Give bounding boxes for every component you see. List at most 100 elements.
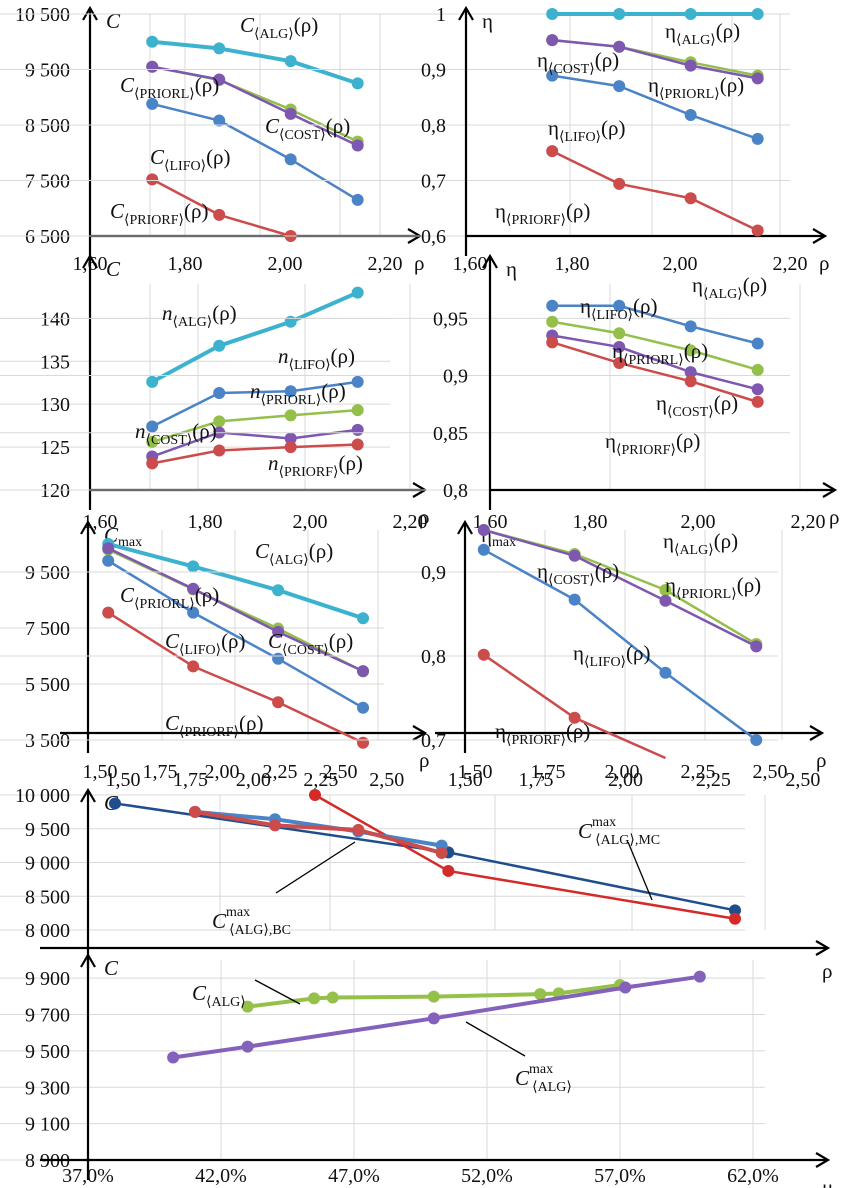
- y-tick-label: 130: [40, 394, 70, 416]
- series-line-priorl: [483, 528, 757, 648]
- data-point-priorf: [284, 441, 297, 454]
- x-axis-title: ρ: [816, 748, 826, 772]
- x-tick-label: 52,0%: [461, 1165, 513, 1187]
- data-point-priorf: [613, 177, 626, 190]
- data-point-c_alg: [427, 990, 440, 1003]
- data-point-cost: [751, 363, 764, 376]
- data-point-cost: [613, 327, 626, 340]
- data-point-priorl: [213, 73, 226, 86]
- data-point-lifo: [659, 666, 672, 679]
- data-point-lifo: [568, 593, 581, 606]
- series-label: η⟨COST⟩(ρ): [537, 559, 619, 588]
- data-point-priorf: [213, 444, 226, 457]
- series-label: η⟨COST⟩(ρ): [656, 391, 738, 420]
- data-point-priorf: [751, 224, 764, 237]
- data-point-alg_red: [435, 846, 448, 859]
- x-tick-label: 2,25: [263, 761, 298, 783]
- y-tick-label: 125: [40, 437, 70, 459]
- y-tick-label: 0,8: [421, 646, 446, 668]
- data-point-cost: [351, 404, 364, 417]
- x-axis-arrow-icon: [815, 940, 831, 956]
- x-tick-label: 2,00: [293, 511, 328, 533]
- data-point-alg: [351, 286, 364, 299]
- data-point-lifo: [750, 734, 763, 746]
- data-point-c_alg: [241, 1000, 254, 1013]
- chart-c4: 0,8 0,85 0,9 0,95 1,60 1,80 2,00 2,20 η ρ: [0, 253, 839, 533]
- y-tick-label: 9 300: [25, 1077, 70, 1099]
- x-axis-title: ρ: [829, 505, 839, 529]
- series-label: η⟨ALG⟩(ρ): [692, 273, 767, 302]
- series-label: η⟨ALG⟩(ρ): [663, 529, 738, 558]
- data-point-cmax_alg: [241, 1040, 254, 1053]
- annotation-cmax-mc: Cmax ⟨ALG⟩,MC: [578, 815, 660, 848]
- data-point-lifo: [684, 109, 697, 122]
- x-axis-title: ρ: [419, 748, 429, 772]
- data-point-priorl: [613, 340, 626, 353]
- data-point-cost: [546, 315, 559, 328]
- data-point-priorf: [684, 192, 697, 205]
- x-tick-label: 2,20: [368, 253, 403, 275]
- series-line-alg: [107, 542, 364, 621]
- data-point-lifo: [357, 701, 370, 714]
- x-tick-label: 2,20: [773, 253, 808, 275]
- y-axis-title: η: [506, 257, 517, 281]
- x-tick-label: 1,60: [453, 253, 488, 275]
- series-line-alg: [152, 39, 359, 86]
- y-tick-label: 0,9: [421, 562, 446, 584]
- data-point-priorf: [357, 736, 370, 749]
- y-tick-label: 0,85: [433, 423, 468, 445]
- x-tick-label: 2,50: [753, 761, 788, 783]
- series-label: η⟨ALG⟩(ρ): [665, 19, 740, 48]
- data-point-alg: [272, 584, 285, 597]
- annotation-c-alg: C⟨ALG⟩: [192, 981, 246, 1010]
- data-point-priorl: [357, 665, 370, 678]
- series-label: η⟨PRIORF⟩(ρ): [495, 719, 590, 748]
- series-label: n⟨PRIORF⟩(ρ): [268, 451, 363, 480]
- series-label: n⟨ALG⟩(ρ): [162, 301, 237, 330]
- y-tick-label: 10 500: [15, 4, 70, 26]
- x-tick-label: 1,50: [83, 761, 118, 783]
- series-line-bc: [314, 793, 736, 920]
- x-tick-label: 2,25: [696, 769, 731, 791]
- data-point-alg_red: [269, 819, 281, 832]
- data-point-lifo: [146, 97, 159, 110]
- x-tick-label: 1,50: [458, 761, 493, 783]
- annotation-arrow-bc: [275, 841, 356, 894]
- data-point-alg: [613, 8, 626, 20]
- data-point-priorf: [187, 660, 200, 673]
- data-point-priorl: [351, 423, 364, 436]
- data-point-priorf: [751, 395, 764, 408]
- y-tick-label: 9 700: [25, 1005, 70, 1027]
- series-line-lifo: [552, 74, 759, 141]
- data-point-alg_red: [189, 805, 201, 818]
- data-point-lifo: [546, 69, 559, 82]
- series-label: C⟨PRIORL⟩(ρ): [120, 73, 219, 102]
- y-tick-label: 0,95: [433, 308, 468, 330]
- data-point-cmax_alg: [167, 1051, 180, 1064]
- data-point-priorf: [213, 208, 226, 221]
- data-point-lifo: [351, 375, 364, 388]
- data-point-alg: [751, 8, 764, 20]
- y-tick-label: 9 500: [25, 60, 70, 82]
- data-point-lifo: [613, 299, 626, 312]
- y-tick-label: 9 900: [25, 968, 70, 990]
- data-point-cmax_alg: [693, 970, 706, 983]
- data-point-alg_red: [352, 823, 365, 836]
- x-tick-label: 2,00: [663, 253, 698, 275]
- chart-c6: 0,70,80,91,501,752,002,252,50ηmaxρ: [0, 519, 826, 783]
- data-point-priorl: [146, 60, 159, 73]
- y-axis-arrow-icon: [82, 5, 98, 21]
- x-tick-label: 1,80: [188, 511, 223, 533]
- series-label: n⟨LIFO⟩(ρ): [278, 344, 355, 373]
- series-label: C⟨ALG⟩(ρ): [255, 539, 333, 568]
- data-point-bc: [442, 864, 455, 877]
- data-point-priorf: [272, 696, 285, 709]
- data-point-cost: [146, 435, 159, 448]
- data-point-alg: [213, 42, 226, 55]
- y-axis-arrow-icon: [80, 787, 96, 803]
- y-tick-label: 5 500: [25, 674, 70, 696]
- data-point-alg: [187, 560, 200, 573]
- series-line-lifo: [107, 559, 364, 709]
